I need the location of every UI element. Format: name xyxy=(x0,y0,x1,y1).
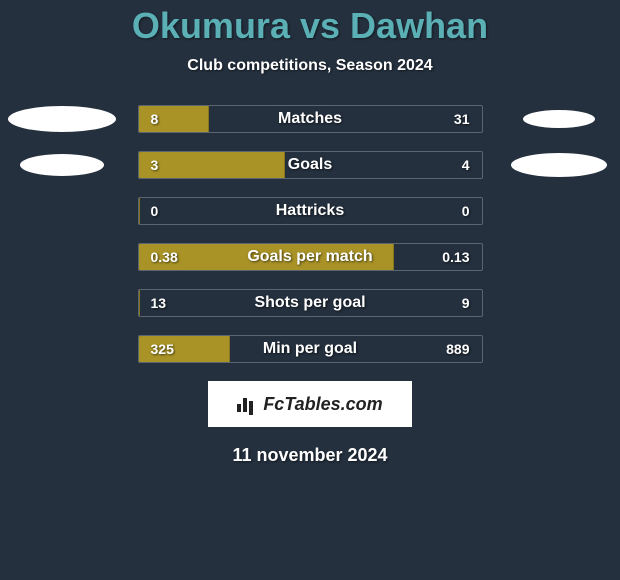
stat-label: Goals per match xyxy=(139,244,482,270)
stat-label: Min per goal xyxy=(139,336,482,362)
stat-row: 0.380.13Goals per match xyxy=(0,243,620,271)
left-side-slot xyxy=(2,154,122,176)
stat-row: 831Matches xyxy=(0,105,620,133)
stat-bar: 00Hattricks xyxy=(138,197,483,225)
right-side-slot xyxy=(499,153,619,177)
player1-name: Okumura xyxy=(132,5,290,46)
player2-name: Dawhan xyxy=(350,5,488,46)
player2-chip xyxy=(511,153,607,177)
logo-text: FcTables.com xyxy=(263,394,382,415)
stat-bar: 325889Min per goal xyxy=(138,335,483,363)
stat-label: Matches xyxy=(139,106,482,132)
stat-bar: 831Matches xyxy=(138,105,483,133)
stat-bar: 139Shots per goal xyxy=(138,289,483,317)
stat-bar: 34Goals xyxy=(138,151,483,179)
subtitle: Club competitions, Season 2024 xyxy=(0,57,620,75)
page-title: Okumura vs Dawhan xyxy=(0,5,620,47)
stat-label: Hattricks xyxy=(139,198,482,224)
stat-label: Goals xyxy=(139,152,482,178)
bar-chart-icon xyxy=(237,396,257,412)
player1-chip xyxy=(20,154,104,176)
right-side-slot xyxy=(499,110,619,128)
left-side-slot xyxy=(2,106,122,132)
stat-row: 325889Min per goal xyxy=(0,335,620,363)
stat-row: 139Shots per goal xyxy=(0,289,620,317)
vs-text: vs xyxy=(300,5,340,46)
fctables-logo: FcTables.com xyxy=(208,381,412,427)
player2-chip xyxy=(523,110,595,128)
player1-chip xyxy=(8,106,116,132)
date-line: 11 november 2024 xyxy=(0,445,620,466)
comparison-chart: Okumura vs Dawhan Club competitions, Sea… xyxy=(0,0,620,466)
stat-row: 34Goals xyxy=(0,151,620,179)
stat-row: 00Hattricks xyxy=(0,197,620,225)
stat-rows: 831Matches 34Goals 00Hattricks 0.380.13Goal… xyxy=(0,105,620,363)
stat-bar: 0.380.13Goals per match xyxy=(138,243,483,271)
stat-label: Shots per goal xyxy=(139,290,482,316)
